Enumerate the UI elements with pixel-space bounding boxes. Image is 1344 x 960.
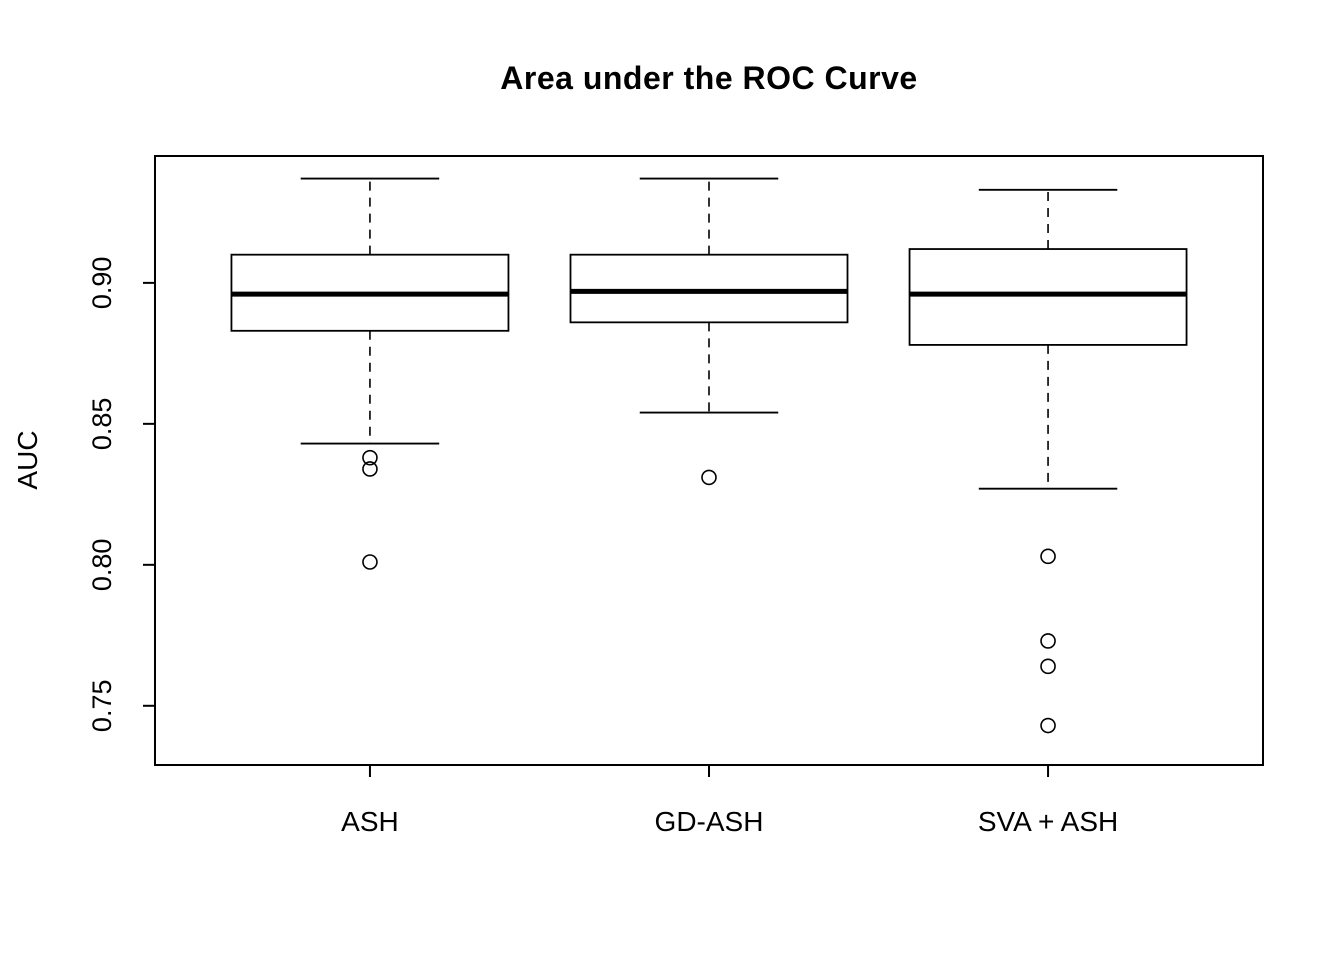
outlier-point	[1040, 633, 1056, 649]
x-category-label: GD-ASH	[655, 806, 764, 837]
y-tick-label: 0.80	[87, 539, 117, 592]
x-category-label: ASH	[341, 806, 399, 837]
y-tick-label: 0.90	[87, 257, 117, 310]
iqr-box	[908, 248, 1188, 346]
outlier-point	[362, 554, 378, 570]
plot-border	[154, 155, 1264, 766]
outlier-point	[362, 449, 378, 466]
outlier-point	[1040, 717, 1056, 734]
y-tick-label: 0.75	[87, 680, 117, 733]
outlier-point	[701, 469, 717, 486]
chart-title: Area under the ROC Curve	[500, 60, 918, 96]
outlier-point	[1040, 548, 1056, 565]
outlier-point	[362, 461, 378, 477]
iqr-box	[569, 253, 849, 324]
x-category-label: SVA + ASH	[978, 806, 1118, 837]
y-tick-label: 0.85	[87, 398, 117, 451]
outlier-point	[1040, 658, 1056, 675]
